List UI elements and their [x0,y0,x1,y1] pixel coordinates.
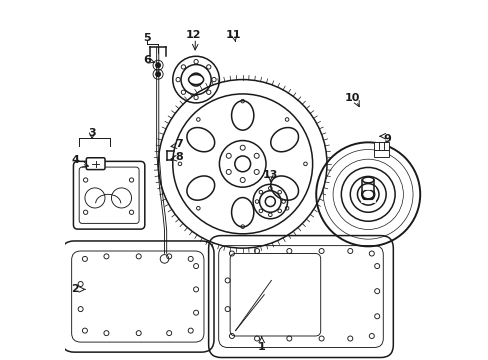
FancyBboxPatch shape [373,149,388,157]
Text: 10: 10 [345,93,360,103]
Ellipse shape [188,75,203,85]
Text: 4: 4 [71,155,79,165]
Text: 12: 12 [185,30,201,40]
Ellipse shape [186,127,214,152]
Text: 2: 2 [71,284,79,294]
Circle shape [155,72,160,77]
Ellipse shape [231,198,253,227]
Text: 8: 8 [175,152,183,162]
Ellipse shape [362,190,373,199]
Ellipse shape [270,127,298,152]
Circle shape [361,188,374,201]
Text: 9: 9 [383,134,390,144]
Text: 11: 11 [225,30,240,40]
Text: 7: 7 [175,139,183,149]
Ellipse shape [186,176,214,200]
Ellipse shape [362,177,373,183]
FancyBboxPatch shape [373,141,388,149]
Circle shape [362,186,373,198]
Text: 13: 13 [262,170,278,180]
Ellipse shape [231,101,253,130]
FancyBboxPatch shape [86,158,105,170]
Text: 6: 6 [142,55,151,65]
Text: 1: 1 [257,342,265,352]
Text: 5: 5 [143,33,150,43]
Ellipse shape [270,176,298,200]
Text: 3: 3 [88,129,96,138]
Circle shape [155,63,160,68]
Circle shape [362,187,373,199]
